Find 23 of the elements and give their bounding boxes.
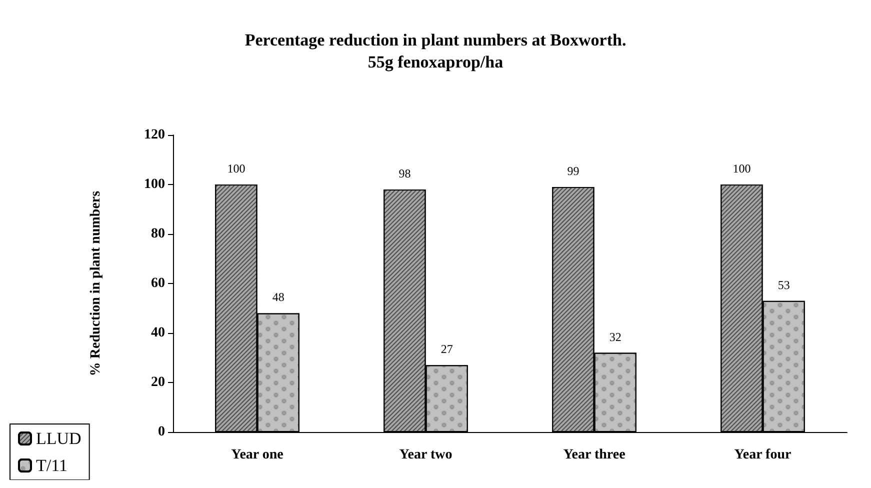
y-tick-label: 80	[151, 226, 165, 242]
y-tick-label: 120	[144, 128, 165, 142]
data-label: 100	[732, 162, 751, 176]
y-axis-title: % Reduction in plant numbers	[88, 190, 104, 376]
x-tick-label: Year two	[399, 448, 452, 462]
data-label: 99	[567, 164, 580, 178]
y-tick-label: 0	[158, 424, 165, 440]
y-tick-label: 60	[151, 276, 165, 291]
y-tick-label: 20	[151, 375, 165, 390]
data-label: 32	[609, 330, 622, 344]
x-tick-label: Year three	[563, 448, 626, 462]
data-label: 100	[227, 162, 246, 176]
legend-label: LLUD	[36, 429, 82, 448]
y-tick-label: 40	[151, 326, 165, 340]
x-tick-label: Year four	[734, 448, 792, 462]
data-label: 53	[778, 278, 790, 292]
data-label: 27	[440, 342, 453, 356]
y-tick-label: 100	[144, 177, 165, 192]
data-label: 48	[272, 290, 284, 304]
chart-title: Percentage reduction in plant numbers at Boxworth. 55g fenoxaprop/ha	[244, 30, 626, 72]
data-label: 98	[398, 166, 411, 180]
legend-label: T/11	[36, 456, 68, 475]
x-tick-label: Year one	[231, 448, 284, 462]
